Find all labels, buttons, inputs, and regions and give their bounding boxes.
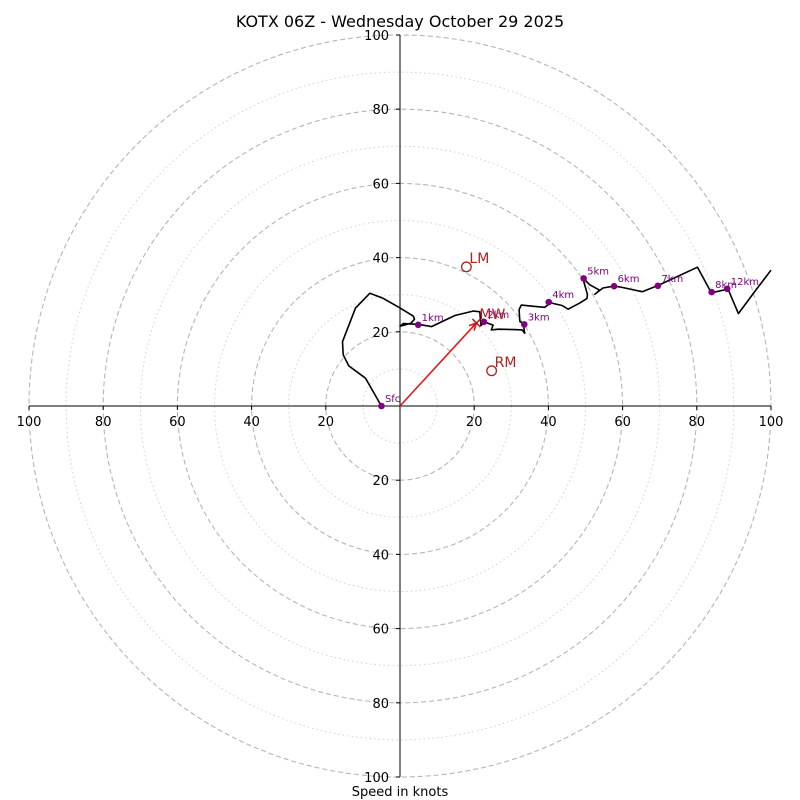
y-tick-label: 40 xyxy=(372,548,389,563)
y-tick-label: 40 xyxy=(372,252,389,267)
height-marker-label: 2km xyxy=(487,310,509,321)
storm-motion-markers: LM RM MW xyxy=(460,251,517,377)
height-marker-6km xyxy=(610,282,618,290)
height-marker-8km xyxy=(708,288,715,296)
y-tick-label: 100 xyxy=(364,29,389,44)
chart-title: KOTX 06Z - Wednesday October 29 2025 xyxy=(236,12,564,31)
height-marker-label: 4km xyxy=(552,290,574,301)
height-marker-label: 8km xyxy=(715,280,737,291)
height-marker-12km xyxy=(723,285,731,293)
height-marker-label: 3km xyxy=(528,312,550,323)
y-tick-label: 80 xyxy=(372,697,389,712)
x-axis-label: Speed in knots xyxy=(352,785,449,800)
storm-marker-rm xyxy=(486,365,498,377)
height-marker-7km xyxy=(654,282,662,290)
storm-marker-label: MW xyxy=(479,307,505,323)
storm-marker-mw-b xyxy=(471,318,481,328)
x-tick-label: 20 xyxy=(466,415,483,430)
y-tick-label: 60 xyxy=(372,177,389,192)
storm-marker-label: RM xyxy=(495,355,517,371)
x-tick-label: 60 xyxy=(169,415,186,430)
x-tick-label: 20 xyxy=(318,415,335,430)
x-tick-label: 80 xyxy=(95,415,112,430)
height-marker-label: 5km xyxy=(587,266,609,277)
tick-labels: 100 80 60 40 20 20 40 60 80 100 100 80 60 40 20 20 40 60 8… xyxy=(17,29,784,786)
x-tick-label: 40 xyxy=(540,415,557,430)
height-marker-sfc xyxy=(378,402,385,410)
x-tick-label: 80 xyxy=(689,415,706,430)
height-marker-label: Sfc xyxy=(385,394,400,405)
height-marker-2km xyxy=(480,318,488,326)
height-marker-label: 6km xyxy=(618,274,640,285)
y-tick-label: 60 xyxy=(372,623,389,638)
storm-marker-label: LM xyxy=(469,251,489,267)
mean-wind-vector-line xyxy=(399,322,478,407)
height-marker-1km xyxy=(414,321,422,329)
y-tick-label: 80 xyxy=(372,103,389,118)
height-marker-3km xyxy=(520,321,528,328)
height-marker-4km xyxy=(545,298,553,306)
y-tick-label: 20 xyxy=(372,326,389,341)
height-marker-5km xyxy=(580,275,587,282)
mean-wind-vector xyxy=(399,321,478,407)
x-tick-label: 40 xyxy=(243,415,260,430)
height-marker-label: 7km xyxy=(661,274,683,285)
x-tick-label: 100 xyxy=(759,415,784,430)
wind-trace xyxy=(341,266,772,407)
height-marker-label: 1km xyxy=(422,313,444,324)
wind-trace-line xyxy=(341,266,772,407)
y-tick-label: 20 xyxy=(372,474,389,489)
x-tick-label: 60 xyxy=(614,415,631,430)
x-tick-label: 100 xyxy=(17,415,42,430)
height-marker-label: 12km xyxy=(731,277,759,288)
storm-marker-lm xyxy=(460,261,472,273)
y-tick-label: 100 xyxy=(364,771,389,786)
